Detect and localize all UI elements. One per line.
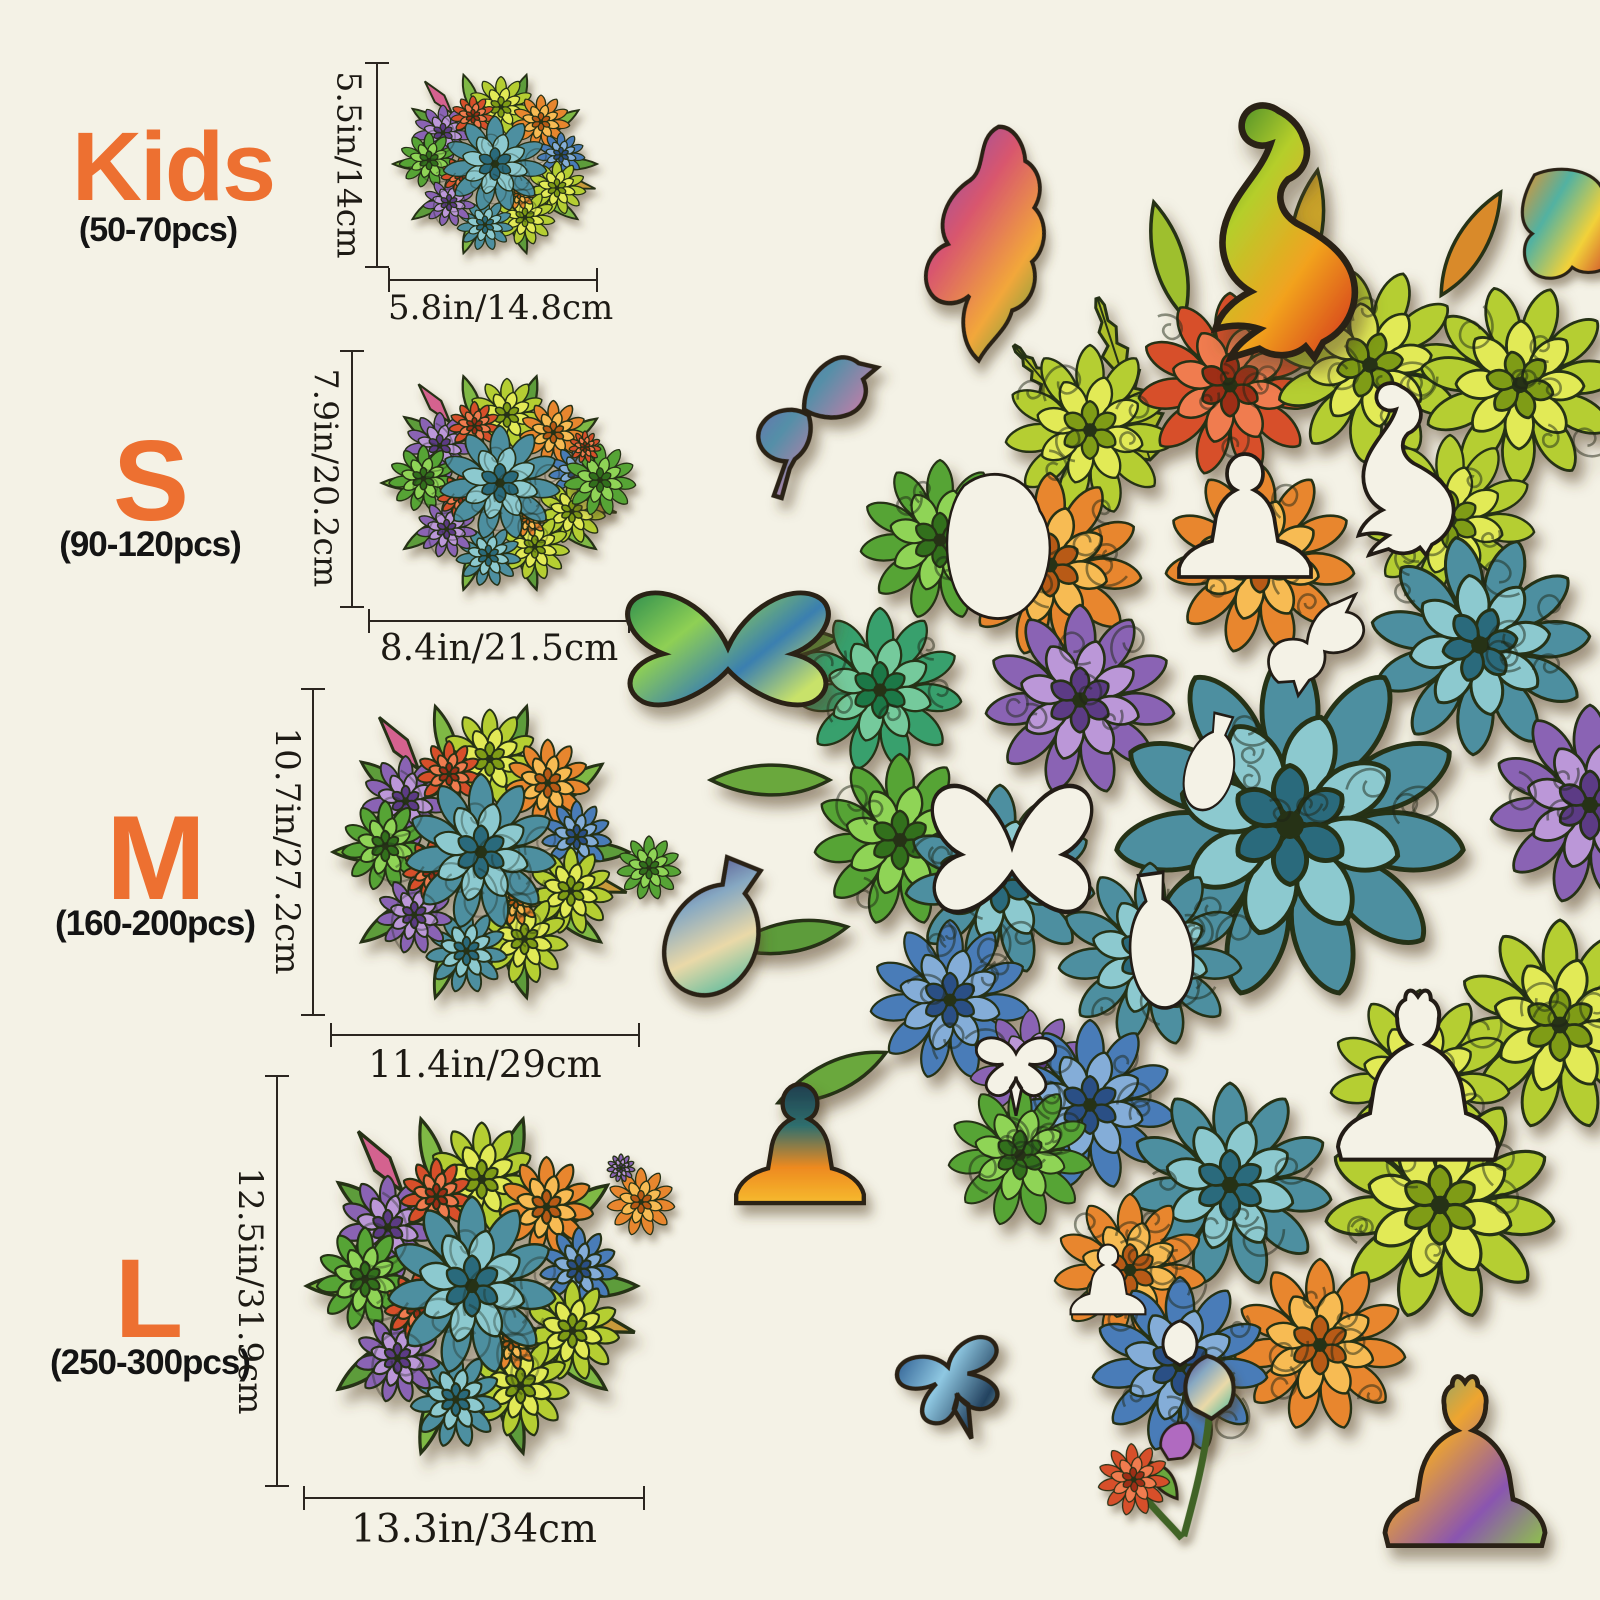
height-dimension-kids: 5.5in/14cm [329,71,369,259]
height-measure-line-kids [365,62,389,268]
size-label-m: M [106,791,206,925]
hole-dove [1267,591,1365,699]
hole-sitting-person [1177,452,1313,579]
loose-piece-bee [894,1335,1000,1440]
loose-piece-succulent-mini-3 [606,1153,676,1236]
bouquet-m [331,702,631,1002]
width-dimension-s: 8.4in/21.5cm [379,628,619,669]
piece-count-kids: (50-70pcs) [78,211,238,249]
bouquet-kids [392,72,598,256]
loose-piece-meditating-person [734,1082,866,1206]
piece-count-m: (160-200pcs) [54,904,256,943]
hole-tulip [1161,1319,1199,1367]
loose-piece-twisted-leaf [923,124,1046,364]
loose-piece-hummingbird [756,355,883,501]
height-measure-line-m [301,688,325,1016]
loose-piece-buddha [1382,1374,1548,1549]
hole-peacock [1355,381,1456,559]
width-dimension-l: 13.3in/34cm [350,1507,598,1552]
height-dimension-l: 12.5in/31.9cm [230,1167,270,1415]
hole-buddha [1335,988,1501,1162]
hole-lotus-person [1069,1243,1147,1316]
loose-piece-corner-leaves [1520,167,1600,280]
loose-piece-butterfly [625,590,831,708]
width-dimension-kids: 5.8in/14.8cm [388,288,614,328]
width-measure-line-kids [388,268,598,292]
hole-blob [945,472,1051,620]
width-measure-line-s [368,609,630,633]
loose-piece-succulent-mini-2 [616,835,682,900]
width-measure-line-l [303,1486,645,1510]
height-dimension-s: 7.9in/20.2cm [306,368,346,588]
height-dimension-m: 10.7in/27.2cm [267,727,307,975]
loose-piece-flower-sprig [1097,1353,1236,1541]
hole-butterfly [930,783,1094,915]
hole-vase [1128,870,1195,1010]
loose-piece-peacock [1210,102,1359,364]
width-dimension-m: 11.4in/29cm [368,1043,602,1086]
assembled-puzzle [706,166,1600,1451]
size-label-kids: Kids [71,112,276,221]
hole-bee [974,1036,1058,1116]
height-measure-line-l [265,1075,289,1487]
height-measure-line-s [340,350,364,608]
size-label-l: L [114,1236,183,1361]
piece-count-s: (90-120pcs) [59,525,242,564]
hole-vase-small [1182,711,1236,812]
width-measure-line-m [330,1023,640,1047]
size-label-s: S [112,418,189,545]
loose-piece-vase [662,854,764,998]
loose-piece-succulent-mini-1 [563,430,637,516]
bouquet-l [305,1114,639,1458]
piece-count-l: (250-300pcs) [49,1343,251,1382]
